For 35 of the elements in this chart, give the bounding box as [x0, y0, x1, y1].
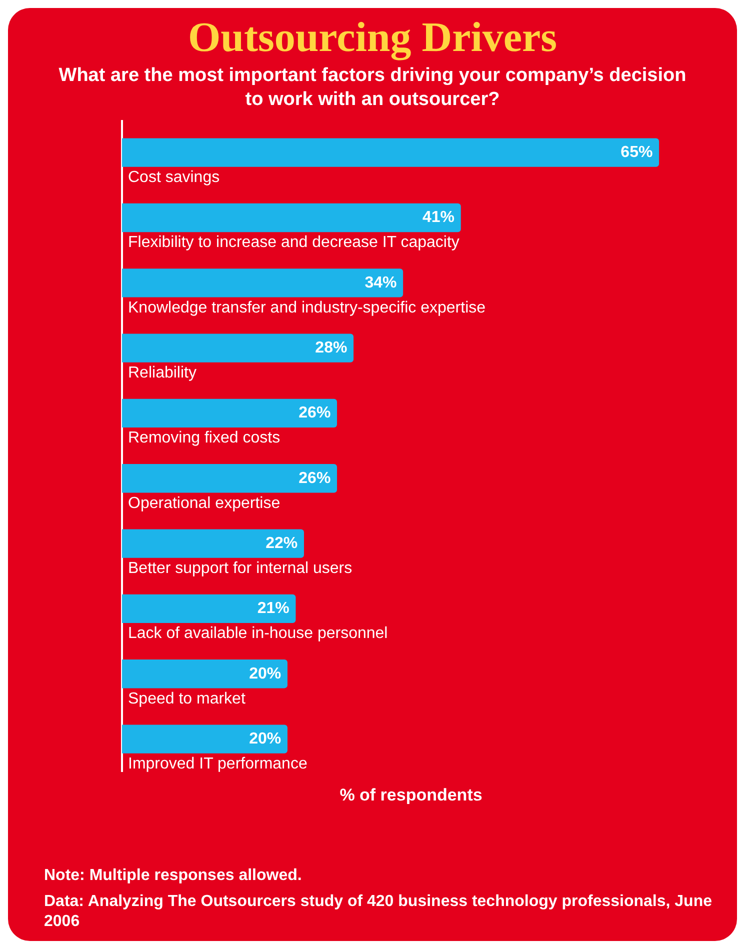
bar	[122, 529, 304, 558]
bar	[122, 334, 354, 362]
y-tick-label: Lack of available in-house personnel	[128, 625, 388, 642]
x-axis-title: % of respondents	[340, 785, 482, 804]
chart-title: Outsourcing Drivers	[186, 14, 558, 62]
data-label: 20%	[249, 665, 282, 682]
bar	[122, 464, 338, 493]
bar	[122, 724, 288, 754]
text: Note: Multiple responses allowed.	[44, 866, 303, 886]
y-tick-label: Flexibility to increase and decrease IT capacity	[128, 234, 460, 252]
y-tick-label: Reliability	[128, 364, 196, 382]
data-label: 22%	[266, 534, 298, 552]
y-tick-label: Cost savings	[128, 168, 220, 186]
text: Data: Analyzing The Outsourcers study of 420 business technology professionals, June 2006	[44, 892, 713, 932]
data-label: 20%	[249, 730, 282, 748]
data-label: 34%	[364, 274, 397, 292]
data-label: 41%	[422, 209, 455, 226]
data-label: 26%	[298, 404, 331, 422]
y-tick-label: Better support for internal users	[128, 560, 352, 577]
y-tick-label: Knowledge transfer and industry-specific expertise	[128, 299, 486, 316]
data-label: 65%	[620, 144, 653, 161]
bar	[122, 398, 338, 428]
bar	[122, 660, 288, 688]
chart-subtitle: What are the most important factors driving your company’s decision to work with an outsourcer?	[58, 64, 687, 112]
bar	[122, 138, 660, 167]
bar	[122, 268, 404, 298]
y-tick-label: Operational expertise	[128, 494, 280, 512]
y-tick-label: Speed to market	[128, 690, 246, 708]
data-label: 26%	[298, 470, 331, 487]
data-label: 21%	[257, 600, 290, 618]
bar	[122, 203, 461, 232]
bar	[122, 594, 296, 624]
y-tick-label: Improved IT performance	[128, 755, 308, 772]
y-tick-label: Removing fixed costs	[128, 430, 280, 447]
data-label: 28%	[315, 339, 348, 356]
